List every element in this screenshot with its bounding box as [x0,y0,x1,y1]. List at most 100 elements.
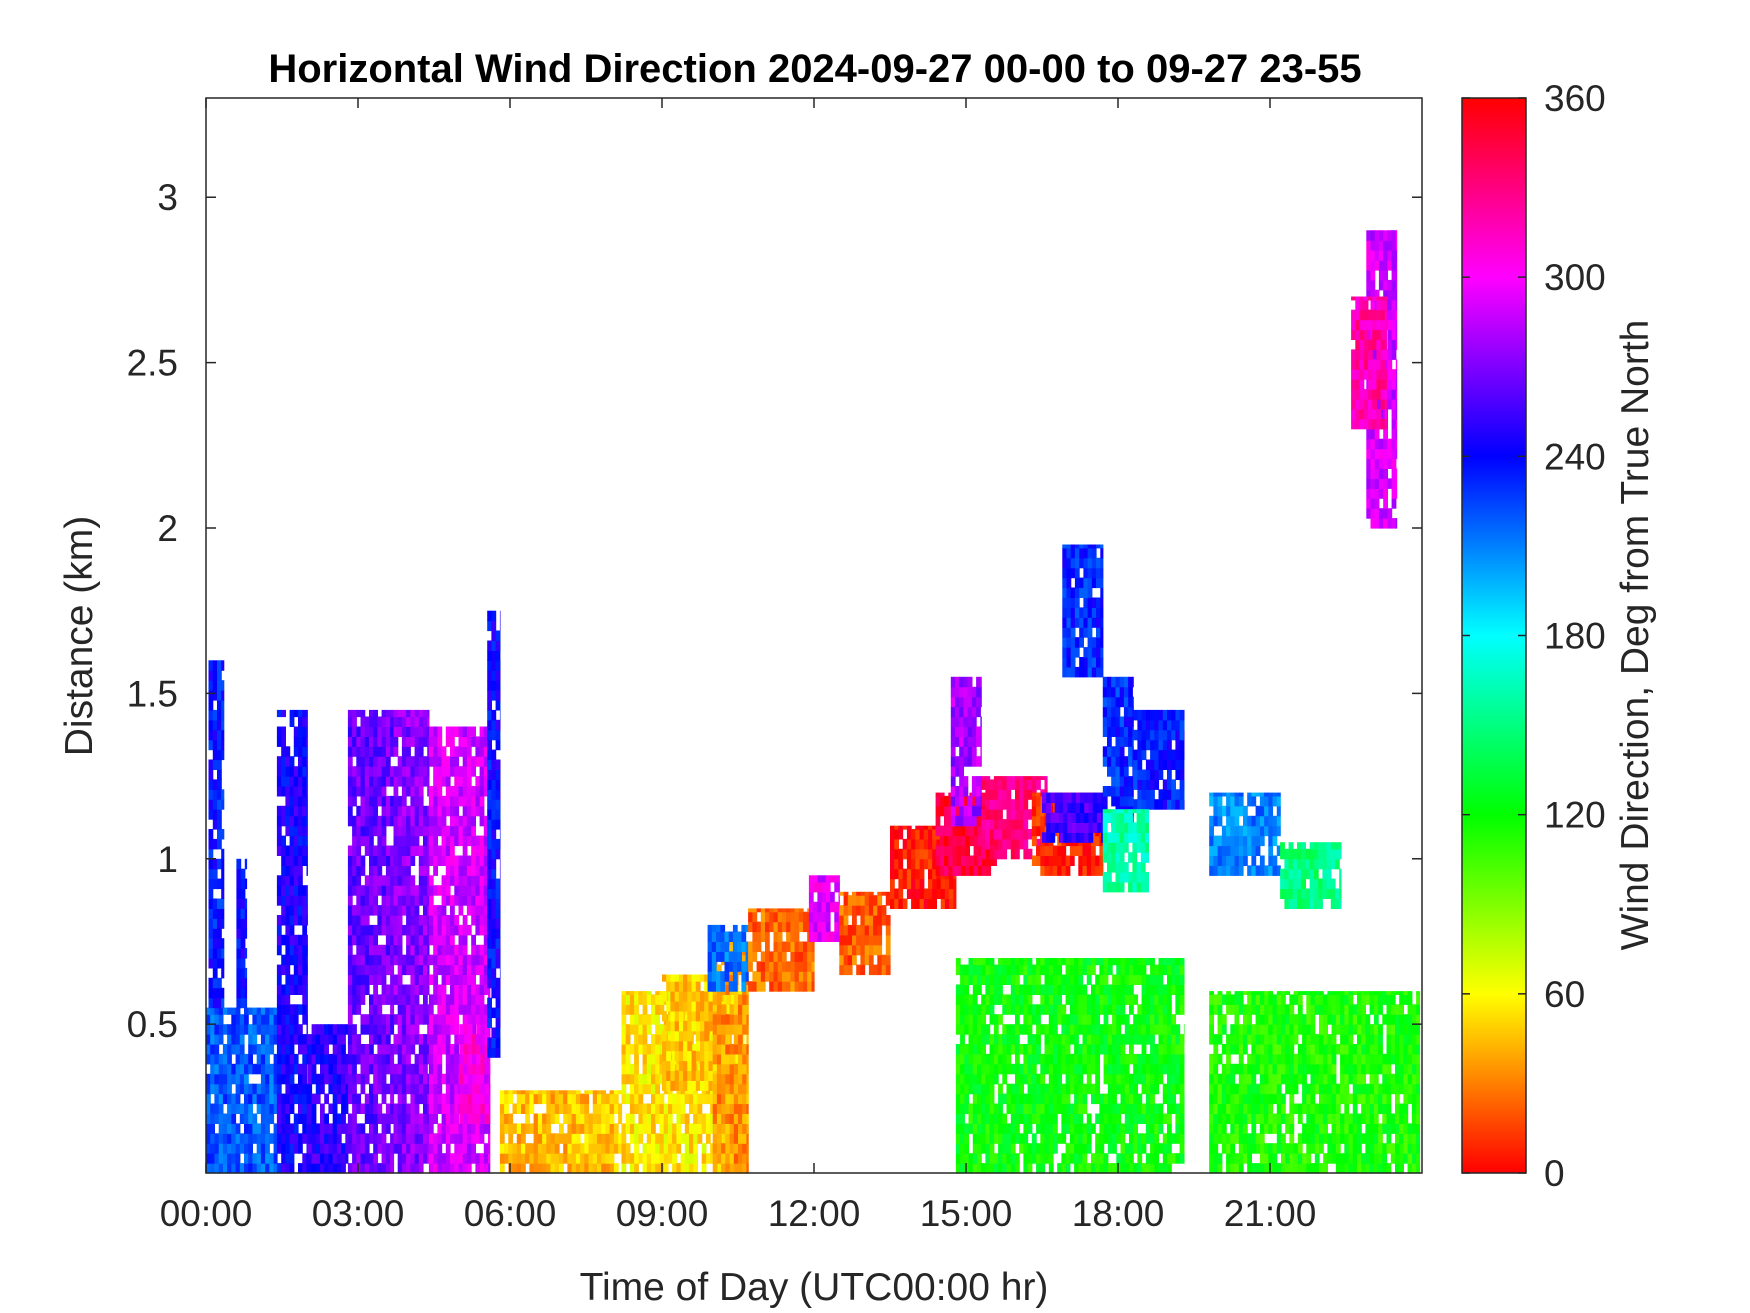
heatmap-cell [691,1060,697,1071]
heatmap-cell [307,1063,313,1075]
heatmap-cell [491,868,497,880]
heatmap-cell [695,1010,701,1022]
heatmap-cell [1084,822,1089,833]
heatmap-cell [302,964,308,976]
heatmap-cell [1101,802,1104,813]
heatmap-cell [410,776,416,787]
heatmap-cell [401,924,407,936]
heatmap-cell [928,858,933,870]
heatmap-cell [332,1053,338,1065]
heatmap-cell [269,1113,275,1124]
heatmap-cell [1137,769,1143,780]
heatmap-cell [472,1044,477,1055]
heatmap-cell [483,1153,489,1164]
heatmap-cell [687,1040,693,1052]
heatmap-cell [1015,799,1020,810]
heatmap-cell [729,1063,735,1075]
heatmap-cell [401,709,407,718]
heatmap-cell [973,845,979,856]
heatmap-cell [390,1014,395,1025]
heatmap-cell [739,991,745,995]
heatmap-cell [529,1163,535,1174]
heatmap-cell [445,855,451,866]
heatmap-cell [445,786,451,797]
heatmap-cell [1107,746,1112,757]
heatmap-cell [491,729,497,741]
heatmap-cell [729,1113,735,1124]
heatmap-cell [472,1053,477,1065]
heatmap-cell [260,1143,266,1154]
heatmap-cell [704,1001,709,1012]
heatmap-cell [856,944,861,956]
heatmap-cell [265,1103,270,1114]
heatmap-cell [716,931,721,942]
heatmap-cell [491,690,497,701]
heatmap-cell [1096,557,1101,569]
heatmap-cell [427,1014,430,1025]
heatmap-cell [414,1024,420,1035]
heatmap-cell [1057,865,1062,876]
heatmap-cell [414,1093,420,1105]
heatmap-cell [423,1063,428,1075]
heatmap-cell [491,769,497,780]
heatmap-cell [521,1103,526,1114]
heatmap-cell [670,1060,676,1071]
heatmap-cell [993,799,999,810]
heatmap-cell [414,1113,420,1124]
heatmap-cell [483,835,489,847]
heatmap-cell [981,776,986,780]
heatmap-cell [817,891,823,903]
heatmap-cell [707,931,713,942]
heatmap-cell [821,881,827,893]
heatmap-cell [377,746,383,757]
heatmap-cell [725,984,731,995]
heatmap-cell [798,971,804,982]
heatmap-cell [315,1123,321,1134]
heatmap-cell [423,984,428,995]
heatmap-cell [298,766,303,777]
heatmap-cell [454,746,460,757]
heatmap-cell [206,1007,211,1015]
heatmap-cell [575,1123,581,1134]
heatmap-cell [479,915,485,926]
heatmap-cell [928,825,933,830]
heatmap-cell [217,908,222,919]
heatmap-cell [1158,719,1164,731]
heatmap-cell [1036,825,1041,837]
heatmap-cell [462,825,468,837]
heatmap-cell [769,921,774,933]
heatmap-cell [441,776,447,787]
heatmap-cell [418,1163,424,1174]
heatmap-cell [1074,544,1080,549]
heatmap-cell [462,944,468,956]
heatmap-cell [695,974,701,982]
heatmap-cell [483,974,489,985]
heatmap-cell [369,736,374,747]
heatmap-cell [406,726,411,737]
heatmap-cell [1066,607,1072,618]
heatmap-cell [235,1007,241,1015]
heatmap-cell [1137,729,1143,741]
heatmap-cell [977,815,983,827]
heatmap-cell [786,971,791,982]
heatmap-cell [1036,838,1041,850]
heatmap-cell [467,1093,473,1105]
heatmap-cell [385,944,391,956]
heatmap-cell [592,1163,598,1174]
heatmap-cell [306,984,308,995]
heatmap-cell [390,1044,395,1055]
heatmap-cell [427,766,430,777]
heatmap-cell [852,944,857,956]
heatmap-cell [406,855,411,866]
heatmap-cell [559,1123,564,1134]
heatmap-cell [393,954,399,966]
heatmap-cell [352,1044,357,1055]
heatmap-cell [336,1024,342,1035]
heatmap-cell [646,1163,652,1174]
heatmap-cell [332,1093,338,1105]
heatmap-cell [1162,719,1168,731]
heatmap-cell [707,941,713,952]
heatmap-cell [214,1093,220,1105]
heatmap-cell [208,729,214,741]
heatmap-cell [256,1103,262,1114]
